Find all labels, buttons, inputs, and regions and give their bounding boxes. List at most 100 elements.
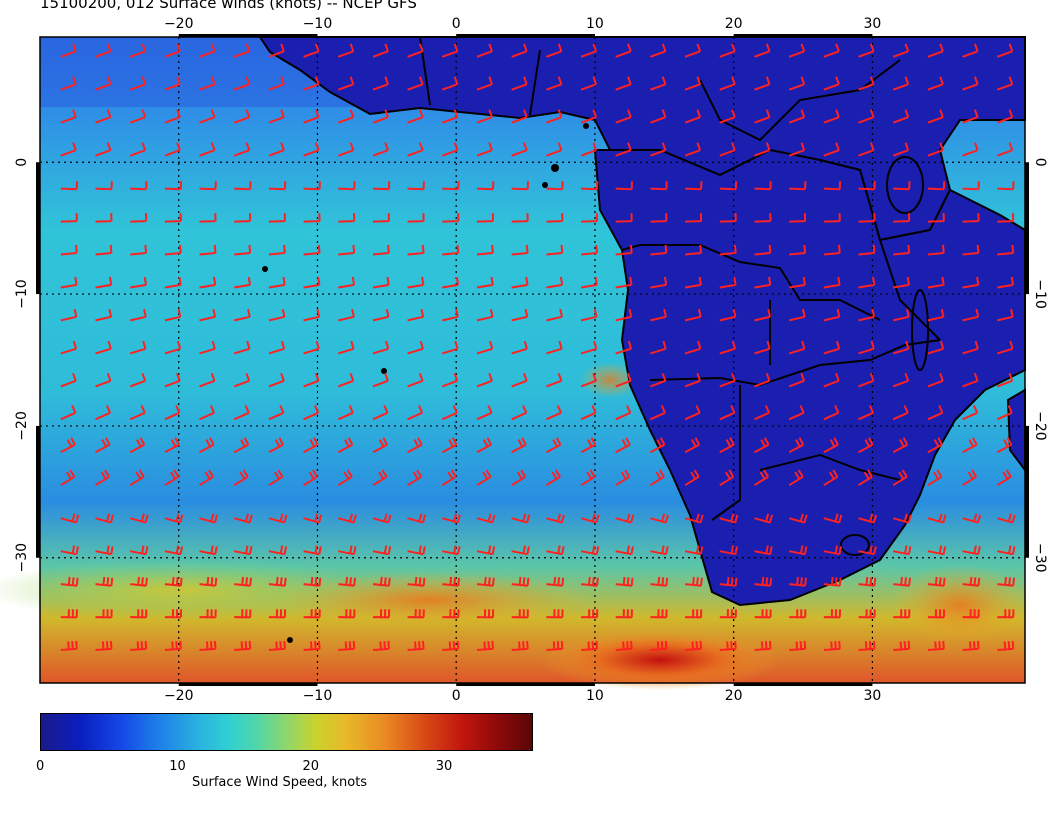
wind-barb <box>580 308 598 322</box>
wind-barb <box>927 76 944 91</box>
wind-barb <box>858 513 878 524</box>
wind-barb <box>858 213 876 223</box>
wind-barb <box>129 469 145 487</box>
wind-barb <box>546 213 564 223</box>
wind-barb <box>962 405 979 421</box>
tick-label: 20 <box>725 16 743 32</box>
wind-barb <box>962 109 979 124</box>
wind-barb <box>927 43 944 58</box>
wind-barb <box>442 640 460 651</box>
wind-barb <box>95 545 114 556</box>
wind-barb <box>60 437 76 454</box>
wind-barb <box>129 43 147 58</box>
wind-barb <box>997 576 1015 587</box>
wind-barb <box>338 213 356 223</box>
wind-barb <box>650 576 669 587</box>
wind-barb <box>372 181 391 191</box>
wind-barb <box>858 372 875 388</box>
wind-barb <box>962 244 980 256</box>
lat-tick-labels-left: 0 −10 −20 −30 <box>14 158 30 573</box>
wind-barb <box>580 513 600 524</box>
wind-barb <box>233 513 253 524</box>
wind-barb <box>441 405 458 421</box>
wind-barb <box>719 609 737 619</box>
wind-barb <box>893 276 910 289</box>
tick-label: 30 <box>863 688 881 704</box>
wind-barb <box>580 469 596 487</box>
wind-barb <box>338 276 356 289</box>
wind-barb <box>962 437 978 454</box>
wind-barb <box>199 109 216 124</box>
wind-barb <box>199 609 217 619</box>
wind-barb <box>719 109 736 124</box>
wind-barb <box>60 640 78 651</box>
frame-tick-bar <box>36 162 40 295</box>
wind-barb <box>997 213 1015 223</box>
wind-barb <box>372 545 392 556</box>
wind-barb <box>823 276 841 289</box>
wind-barb <box>581 213 598 223</box>
tick-label: −10 <box>303 688 333 704</box>
wind-barb <box>95 340 112 355</box>
wind-barb <box>476 640 494 651</box>
wind-barb <box>997 640 1015 651</box>
wind-barb <box>546 609 564 619</box>
wind-barb <box>719 181 738 191</box>
wind-barb <box>996 372 1014 388</box>
wind-barb <box>234 181 252 191</box>
wind-barb <box>650 213 668 223</box>
wind-barb <box>927 340 945 355</box>
wind-barb <box>754 437 770 454</box>
wind-barb <box>789 576 807 587</box>
wind-barb <box>164 213 182 223</box>
wind-barb <box>615 405 632 421</box>
wind-barb <box>442 308 459 322</box>
tick-label: −30 <box>14 543 30 573</box>
wind-barb <box>199 437 215 454</box>
wind-barb <box>60 372 77 388</box>
wind-barb <box>338 340 355 355</box>
wind-barb <box>338 576 356 587</box>
wind-barb <box>199 513 219 524</box>
wind-barb <box>372 437 388 454</box>
wind-barb <box>60 181 79 191</box>
wind-barb <box>858 276 876 289</box>
wind-barb <box>615 142 632 157</box>
wind-barb <box>60 576 79 587</box>
wind-barb <box>823 609 841 619</box>
graticule <box>40 37 1025 683</box>
wind-barb <box>60 513 80 524</box>
wind-barb <box>546 142 563 157</box>
wind-barb <box>650 609 668 619</box>
wind-barb <box>615 244 633 256</box>
wind-barb <box>199 244 217 256</box>
wind-barb <box>580 340 598 355</box>
wind-barb <box>684 340 702 355</box>
wind-barb <box>372 142 389 157</box>
wind-barb <box>407 576 426 587</box>
wind-barb <box>997 181 1015 191</box>
wind-barb <box>337 43 355 58</box>
wind-barb <box>788 43 806 58</box>
tick-label: −20 <box>1032 411 1048 441</box>
wind-barb <box>164 109 181 124</box>
wind-barb <box>95 181 113 191</box>
wind-barb <box>719 244 737 256</box>
frame-ticks <box>36 34 1029 686</box>
wind-barb <box>927 576 946 587</box>
wind-barb <box>719 513 739 524</box>
wind-barb <box>164 372 181 388</box>
wind-barb <box>858 576 877 587</box>
wind-barb <box>962 576 981 587</box>
tick-label: −20 <box>164 688 194 704</box>
wind-barb <box>684 43 702 58</box>
wind-barb <box>892 308 910 322</box>
wind-barb <box>788 109 806 124</box>
wind-barb <box>650 244 668 256</box>
wind-barb <box>719 545 738 556</box>
wind-barb <box>789 213 807 223</box>
tick-label: 0 <box>14 158 30 167</box>
wind-barb <box>268 276 286 289</box>
wind-barb <box>95 308 113 322</box>
wind-barb <box>996 142 1014 157</box>
